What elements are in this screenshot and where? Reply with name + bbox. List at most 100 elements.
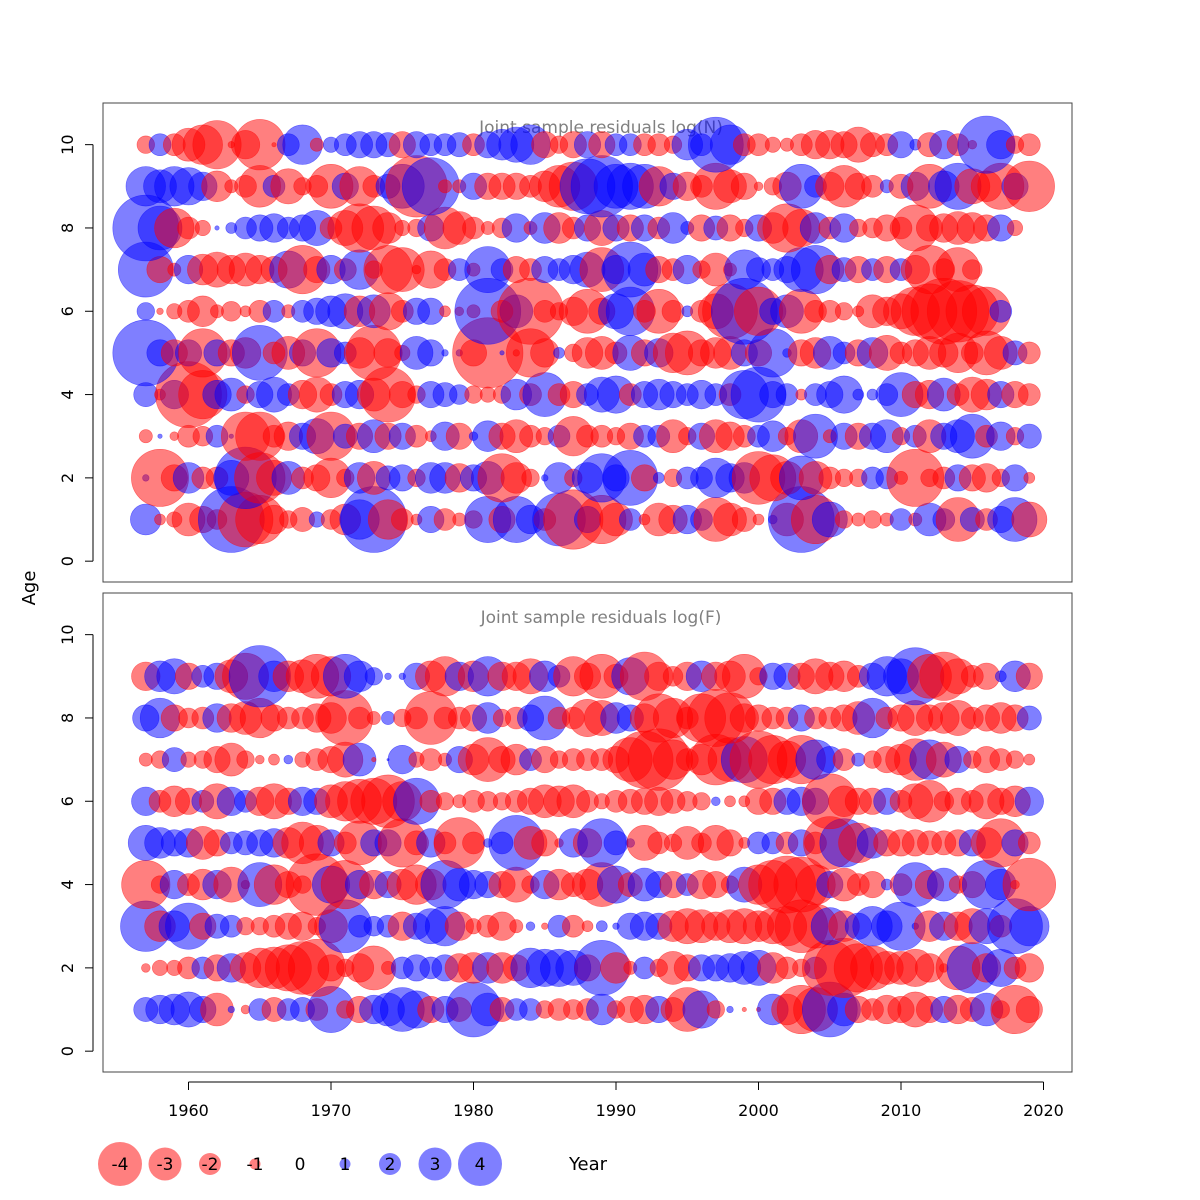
residual-bubble <box>138 752 153 767</box>
plot-frame <box>102 102 1073 583</box>
y-axis: 0 2 4 6 8 10 <box>58 134 94 566</box>
y-axis: 0 2 4 6 8 10 <box>58 624 94 1056</box>
residual-bubble <box>618 508 642 531</box>
residual-bubble <box>521 468 540 488</box>
residual-bubble <box>1003 160 1055 212</box>
residual-bubble <box>1006 220 1023 237</box>
residual-bubble <box>417 339 445 367</box>
residual-bubble <box>1023 753 1036 766</box>
residual-bubble <box>384 672 392 680</box>
residual-bubble <box>1002 857 1057 912</box>
residual-bubble <box>706 1000 725 1019</box>
legend-bubble <box>418 1147 452 1181</box>
residual-bubble <box>381 711 395 725</box>
x-tick-label: 1960 <box>168 1101 209 1120</box>
residual-bubble <box>711 796 721 806</box>
residual-bubble <box>499 350 505 356</box>
residual-bubble <box>154 513 166 526</box>
residual-bubble <box>1009 906 1050 947</box>
bubble-layer <box>120 645 1057 1038</box>
residual-bubble <box>464 385 483 404</box>
legend: -4 -3 -2 -1 0 1 2 3 4 <box>98 1142 502 1186</box>
x-tick-label: 2000 <box>738 1101 779 1120</box>
x-axis-label: Year <box>568 1154 608 1175</box>
residual-bubble <box>753 181 764 192</box>
residual-bubble <box>541 922 549 930</box>
bubble-layer <box>112 115 1055 553</box>
residual-bubble <box>692 792 711 811</box>
y-tick-label: 0 <box>58 1046 77 1056</box>
y-tick-label: 0 <box>58 556 77 566</box>
residual-bubble <box>364 667 383 686</box>
residual-bubble <box>1018 831 1041 855</box>
x-tick-label: 2020 <box>1023 1101 1064 1120</box>
residual-bubble <box>141 963 151 973</box>
legend-label: -2 <box>202 1155 219 1175</box>
residual-bubble <box>445 422 473 450</box>
residual-bubble <box>726 1005 734 1014</box>
y-tick-label: 10 <box>58 134 77 154</box>
residual-bubble <box>1014 953 1044 983</box>
legend-label: 1 <box>340 1155 351 1175</box>
legend-label: 4 <box>475 1155 486 1175</box>
residual-bubble <box>157 433 163 439</box>
residual-bubble <box>1005 750 1025 769</box>
residual-bubble <box>435 792 455 811</box>
residual-bubble <box>236 750 255 769</box>
residual-bubble <box>1011 501 1048 538</box>
legend-label: 0 <box>295 1155 306 1175</box>
residual-bubble <box>1014 786 1044 816</box>
legend-bubble <box>199 1153 221 1175</box>
residual-bubble <box>1015 662 1043 690</box>
residual-bubble <box>390 508 414 531</box>
x-tick-label: 2010 <box>881 1101 922 1120</box>
legend-label: 3 <box>430 1155 441 1175</box>
y-axis-label: Age <box>19 571 40 606</box>
legend-label: 2 <box>385 1155 396 1175</box>
residual-bubble <box>989 299 1013 323</box>
residual-bubble <box>1018 133 1041 156</box>
residual-bubble <box>525 921 536 931</box>
legend-label: -3 <box>157 1155 174 1175</box>
plot-frame <box>102 592 1073 1073</box>
residual-bubble <box>371 757 377 763</box>
residual-bubble <box>834 510 854 529</box>
residual-bubble <box>221 301 242 322</box>
residual-bubble <box>603 830 629 856</box>
residual-bubble <box>194 220 211 237</box>
residual-bubble <box>227 1005 235 1014</box>
residual-bubble <box>271 142 277 148</box>
x-tick-label: 1970 <box>311 1101 352 1120</box>
residual-bubble <box>730 172 758 200</box>
x-axis: 1960 1970 1980 1990 2000 2010 2020 <box>168 1081 1064 1120</box>
y-tick-label: 8 <box>58 223 77 233</box>
residual-bubble <box>741 1006 747 1012</box>
legend-label: -1 <box>247 1155 264 1175</box>
legend-bubble <box>98 1142 142 1186</box>
residual-bubble <box>834 302 854 321</box>
legend-bubble <box>458 1142 502 1186</box>
y-tick-label: 8 <box>58 713 77 723</box>
residual-bubble <box>136 302 155 321</box>
residual-bubble <box>462 831 485 855</box>
y-tick-label: 4 <box>58 879 77 889</box>
residual-bubble <box>138 429 153 444</box>
legend-bubble <box>249 1158 261 1170</box>
legend-label: -4 <box>112 1155 129 1175</box>
residual-bubble <box>863 510 882 529</box>
residual-bubble <box>439 305 451 318</box>
residual-bubble <box>962 259 983 280</box>
residual-bubble <box>661 299 685 323</box>
residual-bubble <box>1016 705 1042 731</box>
x-tick-label: 1990 <box>596 1101 637 1120</box>
residual-bubble <box>1015 995 1043 1023</box>
residual-bubble <box>405 424 428 448</box>
residual-bubble <box>268 753 280 766</box>
y-tick-label: 2 <box>58 473 77 483</box>
residual-bubble <box>752 513 765 526</box>
y-tick-label: 6 <box>58 306 77 316</box>
residual-bubble <box>652 472 665 484</box>
residual-bubble <box>851 512 866 527</box>
residual-bubble <box>441 349 449 357</box>
